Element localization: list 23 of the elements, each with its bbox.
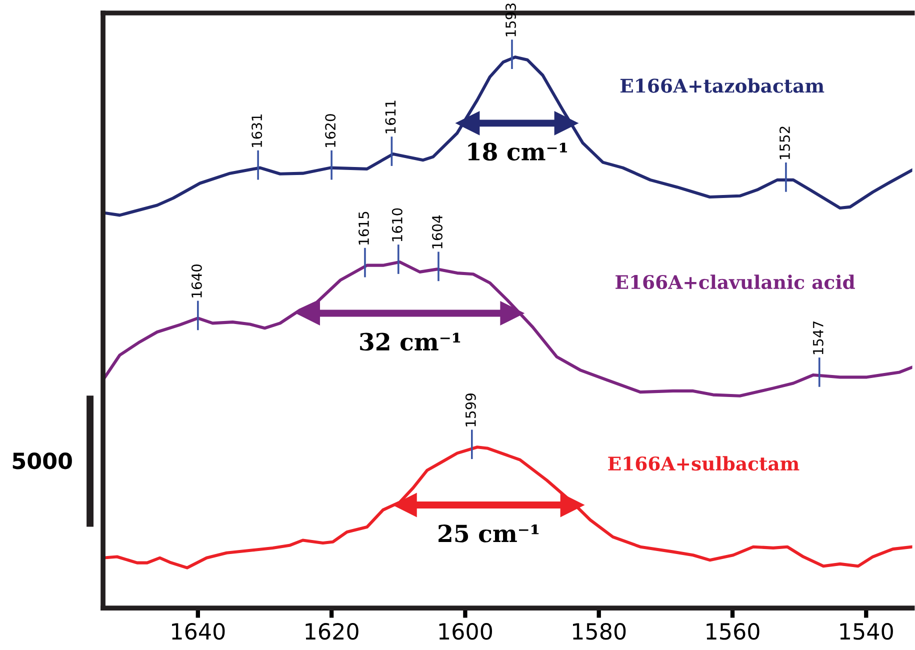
annotation: 1552 bbox=[779, 126, 790, 160]
annotation: 1640 bbox=[191, 264, 202, 298]
text: E166A+tazobactam bbox=[620, 78, 824, 93]
annotation: 1631 bbox=[252, 114, 262, 148]
annotation: 1604 bbox=[432, 215, 443, 248]
x-tick-label: 1560 bbox=[706, 622, 760, 640]
text: E166A+clavulanic acid bbox=[616, 274, 855, 290]
annotation: 1620 bbox=[325, 114, 336, 148]
annotation: 1547 bbox=[813, 322, 824, 354]
annotation: 1599 bbox=[465, 393, 476, 426]
x-tick-label: 1620 bbox=[306, 622, 358, 640]
x-tick-label: 1640 bbox=[172, 622, 225, 640]
text: E166A+sulbactam bbox=[608, 456, 800, 471]
annotation: 18 cm⁻¹ bbox=[468, 142, 567, 161]
annotation: 1611 bbox=[385, 100, 396, 134]
annotation: 1610 bbox=[392, 208, 402, 242]
annotation: 32 cm⁻¹ bbox=[360, 332, 460, 351]
annotation: 25 cm⁻¹ bbox=[438, 524, 539, 542]
text: 5000 bbox=[12, 452, 72, 470]
x-tick-label: 1600 bbox=[439, 622, 492, 640]
x-tick-label: 1580 bbox=[573, 622, 626, 640]
x-tick-label: 1540 bbox=[840, 622, 893, 640]
annotation: 1615 bbox=[358, 212, 370, 245]
